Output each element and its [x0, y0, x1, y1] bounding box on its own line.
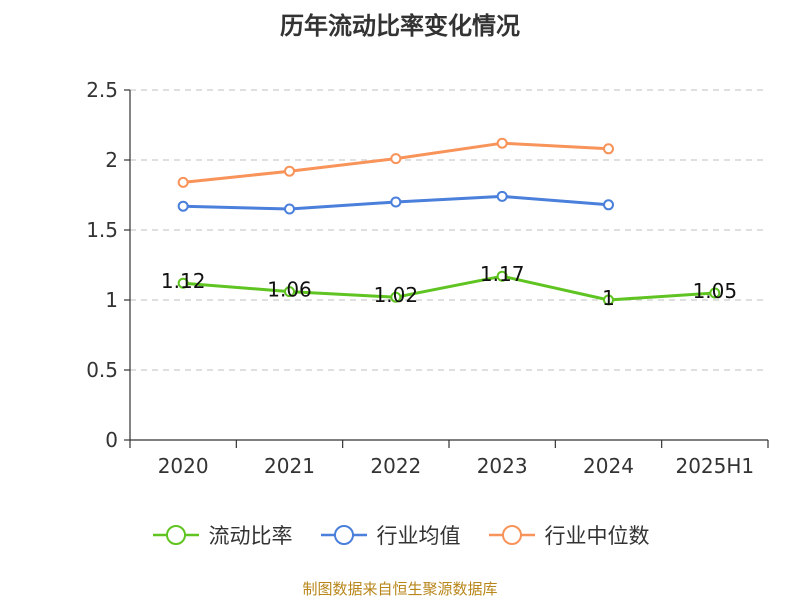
data-label: 1.17 — [480, 262, 525, 286]
y-tick-label: 0 — [105, 428, 118, 452]
data-source-note: 制图数据来自恒生聚源数据库 — [302, 580, 498, 598]
data-point — [177, 200, 189, 212]
legend-swatch-icon — [320, 525, 367, 545]
legend-swatch-icon — [488, 525, 535, 545]
data-point — [284, 286, 295, 298]
series-line-0 — [183, 274, 715, 302]
data-point — [177, 277, 189, 289]
data-point — [496, 137, 508, 149]
x-tick-label: 2022 — [370, 454, 421, 478]
x-tick-label: 2021 — [264, 454, 315, 478]
data-point — [603, 294, 614, 306]
y-tick-label: 2.5 — [86, 78, 118, 102]
data-point — [709, 287, 721, 299]
x-tick-label: 2020 — [158, 454, 209, 478]
data-label: 1 — [602, 286, 615, 310]
data-label: 1.06 — [267, 278, 312, 302]
data-point — [177, 176, 189, 188]
data-point — [603, 143, 614, 155]
data-label: 1.05 — [693, 279, 738, 303]
x-tick-label: 2024 — [583, 454, 634, 478]
data-label: 1.12 — [161, 269, 206, 293]
y-tick-label: 2 — [105, 148, 118, 172]
legend-swatch-icon — [152, 525, 199, 545]
data-point — [284, 203, 295, 215]
data-point — [390, 291, 402, 303]
x-tick-label: 2023 — [477, 454, 528, 478]
y-tick-label: 1 — [105, 288, 118, 312]
data-point — [390, 196, 402, 208]
data-label: 1.02 — [374, 283, 419, 307]
legend-label: 流动比率 — [208, 524, 293, 548]
legend-label: 行业中位数 — [544, 524, 650, 548]
data-point — [496, 270, 508, 282]
x-tick-label: 2025H1 — [675, 454, 754, 478]
legend-item[interactable]: 流动比率 — [151, 520, 293, 550]
data-point — [496, 190, 508, 202]
legend-label: 行业均值 — [376, 524, 461, 548]
y-tick-label: 0.5 — [86, 358, 118, 382]
legend-item[interactable]: 行业中位数 — [487, 520, 650, 550]
chart-title: 历年流动比率变化情况 — [280, 12, 520, 40]
legend-item[interactable]: 行业均值 — [319, 520, 461, 550]
chart-legend: 流动比率 行业均值 行业中位数 — [0, 520, 800, 550]
data-point — [603, 199, 614, 211]
y-tick-label: 1.5 — [86, 218, 118, 242]
data-point — [284, 165, 295, 177]
data-point — [390, 153, 402, 165]
